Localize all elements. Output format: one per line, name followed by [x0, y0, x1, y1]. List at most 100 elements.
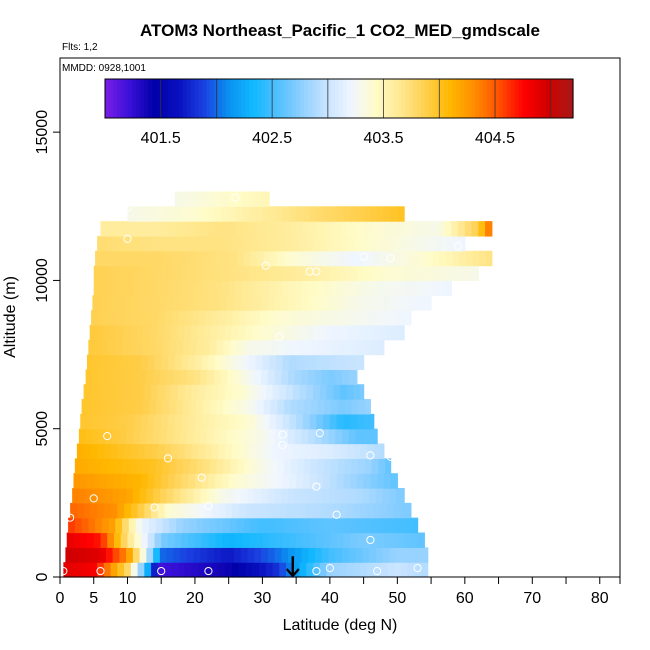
heatmap-cell	[198, 235, 206, 252]
heatmap-cell	[343, 206, 351, 222]
heatmap-cell	[277, 399, 285, 415]
heatmap-cell	[103, 443, 112, 459]
heatmap-cell	[154, 473, 162, 489]
heatmap-cell	[144, 235, 152, 252]
heatmap-cell	[208, 473, 216, 489]
heatmap-cell	[159, 428, 168, 445]
heatmap-cell	[393, 502, 402, 519]
heatmap-cell	[254, 488, 262, 504]
heatmap-cell	[269, 280, 277, 296]
heatmap-cell	[119, 369, 127, 385]
heatmap-cell	[181, 265, 189, 282]
colorbar-swatch	[518, 79, 523, 118]
heatmap-cell	[66, 532, 75, 548]
heatmap-cell	[100, 413, 108, 430]
heatmap-cell	[150, 324, 158, 341]
heatmap-row	[92, 295, 432, 311]
heatmap-cell	[258, 324, 266, 341]
heatmap-cell	[274, 547, 282, 563]
heatmap-cell	[147, 354, 156, 370]
heatmap-row	[100, 221, 493, 237]
heatmap-cell	[122, 458, 130, 474]
heatmap-cell	[186, 369, 195, 385]
colorbar-swatch	[264, 79, 270, 118]
heatmap-cell	[208, 265, 216, 282]
heatmap-cell	[380, 562, 388, 578]
heatmap-cell	[235, 413, 243, 430]
heatmap-cell	[272, 384, 280, 400]
heatmap-cell	[155, 458, 164, 474]
heatmap-cell	[209, 517, 218, 534]
heatmap-cell	[117, 502, 125, 519]
heatmap-cell	[173, 295, 181, 311]
heatmap-cell	[356, 206, 365, 222]
heatmap-cell	[240, 369, 249, 385]
heatmap-cell	[370, 473, 378, 489]
heatmap-cell	[272, 502, 280, 519]
observation-point	[261, 261, 270, 270]
heatmap-cell	[326, 443, 334, 459]
heatmap-cell	[326, 562, 334, 578]
heatmap-cell	[136, 324, 145, 341]
heatmap-cell	[86, 473, 95, 489]
y-axis-label: Altitude (m)	[2, 276, 19, 358]
heatmap-cell	[265, 502, 274, 519]
heatmap-cell	[70, 502, 78, 519]
heatmap-cell	[147, 532, 156, 548]
heatmap-cell	[340, 443, 348, 459]
heatmap-cell	[200, 488, 208, 504]
heatmap-cell	[321, 428, 330, 445]
heatmap-cell	[73, 473, 81, 489]
heatmap-cell	[135, 250, 143, 267]
heatmap-cell	[115, 250, 123, 267]
heatmap-cell	[278, 324, 286, 341]
heatmap-cell	[316, 532, 324, 548]
heatmap-cell	[397, 280, 405, 296]
heatmap-cell	[119, 488, 127, 504]
heatmap-cell	[290, 250, 299, 267]
heatmap-cell	[316, 473, 324, 489]
heatmap-cell	[270, 517, 278, 534]
colorbar-swatch	[444, 79, 449, 118]
heatmap-cell	[144, 502, 152, 519]
heatmap-cell	[269, 413, 277, 430]
heatmap-cell	[182, 250, 191, 267]
heatmap-cell	[355, 369, 358, 385]
heatmap-cell	[155, 517, 164, 534]
heatmap-cell	[223, 339, 231, 356]
heatmap-cell	[405, 517, 413, 534]
heatmap-cell	[127, 413, 135, 430]
heatmap-cell	[266, 310, 274, 326]
heatmap-cell	[232, 443, 240, 459]
heatmap-cell	[344, 399, 353, 415]
heatmap-cell	[185, 310, 193, 326]
heatmap-cell	[221, 532, 230, 548]
heatmap-cell	[360, 310, 369, 326]
heatmap-cell	[367, 310, 376, 326]
heatmap-cell	[207, 488, 215, 504]
heatmap-cell	[146, 488, 154, 504]
heatmap-cell	[424, 221, 432, 237]
heatmap-cell	[134, 206, 142, 222]
arrow-marker	[285, 556, 300, 578]
heatmap-cell	[263, 399, 272, 415]
heatmap-cell	[393, 562, 402, 578]
observation-point	[66, 513, 75, 522]
heatmap-cell	[375, 295, 384, 311]
heatmap-cell	[335, 428, 343, 445]
heatmap-cell	[396, 547, 404, 563]
colorbar-swatch	[276, 79, 282, 118]
heatmap-cell	[86, 532, 95, 548]
heatmap-cell	[380, 235, 388, 252]
heatmap-cell	[342, 369, 350, 385]
heatmap-cell	[140, 354, 149, 370]
heatmap-cell	[225, 443, 233, 459]
colorbar-swatch	[491, 79, 496, 118]
heatmap-cell	[65, 547, 73, 563]
heatmap-cell	[270, 339, 278, 356]
heatmap-cell	[221, 473, 230, 489]
heatmap-cell	[164, 384, 172, 400]
heatmap-cell	[180, 428, 188, 445]
heatmap-cell	[193, 295, 201, 311]
